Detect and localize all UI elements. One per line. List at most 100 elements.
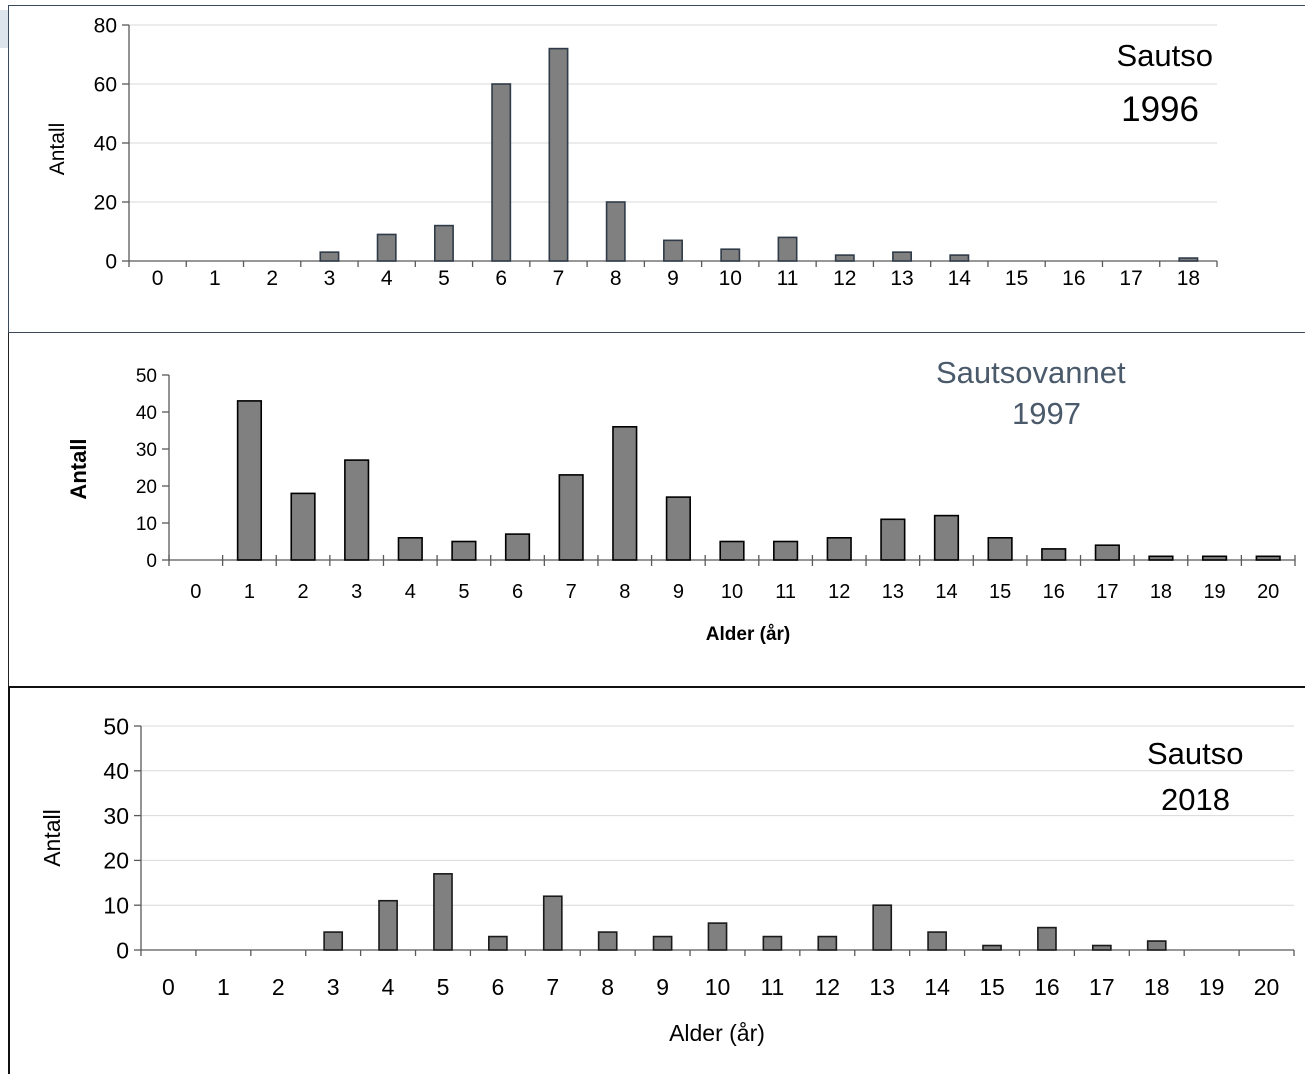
bar-12 [834,254,855,262]
y-tick-label: 0 [105,251,117,274]
bar-6 [491,83,512,262]
x-tick-label: 2 [266,267,278,290]
x-tick-label: 5 [437,974,450,1000]
x-tick-label: 1 [209,267,221,290]
chart-panel-1996: 0 20 40 60 80 0 1 2 3 4 5 6 7 8 9 10 11 12 13 14 15 16 17 18 Ant… [8,5,1305,333]
y-tick-label: 30 [103,803,129,829]
bar-16 [1037,926,1057,951]
x-tick-label: 17 [1089,974,1115,1000]
x-tick-label: 8 [619,581,630,603]
x-tick-label: 6 [491,974,504,1000]
bar-12 [817,935,838,951]
bar-8 [597,931,618,951]
x-tick-label: 15 [1005,267,1028,290]
y-tick-label: 40 [103,758,129,784]
x-tick-label: 4 [381,267,393,290]
bar-17 [1091,944,1112,951]
chart-title-1997: Sautsovannet [936,355,1126,390]
bar-10 [707,922,728,951]
bar-10 [719,540,745,561]
x-tick-label: 12 [833,267,856,290]
chart-title-2018: Sautso [1147,736,1244,771]
bar-7 [558,474,584,561]
bar-4 [376,233,397,262]
bar-5 [433,873,453,951]
bar-15 [982,944,1002,951]
bar-1 [236,400,263,561]
x-tick-label: 2 [297,581,308,603]
bar-9 [665,496,691,561]
bar-19 [1201,555,1228,561]
bar-9 [652,935,673,951]
bar-20 [1255,555,1281,561]
x-tick-label: 12 [828,581,850,603]
y-axis-label: Antall [46,123,69,176]
x-tick-label: 6 [512,581,523,603]
y-tick-label: 40 [136,403,157,424]
bar-11 [773,540,799,561]
x-tick-label: 9 [656,974,669,1000]
bar-11 [762,935,783,951]
x-axis-label: Alder (år) [669,1020,765,1046]
panel-edge-marker [0,10,8,48]
x-tick-label: 2 [272,974,285,1000]
x-tick-label: 10 [721,581,743,603]
x-tick-label: 0 [190,581,201,603]
bar-18 [1148,555,1174,561]
chart-panel-1997: 0 10 20 30 40 50 0 1 2 3 4 5 6 7 8 9 10 11 12 13 14 15 16 17 18 1… [8,333,1305,686]
bar-4 [378,899,398,951]
x-tick-label: 11 [777,267,799,290]
bar-8 [612,426,638,561]
x-tick-label: 4 [382,974,395,1000]
bar-13 [872,904,893,951]
x-tick-label: 15 [979,974,1005,1000]
x-tick-label: 5 [458,581,469,603]
bar-13 [880,518,906,561]
x-tick-label: 19 [1199,974,1225,1000]
x-tick-label: 14 [935,581,957,603]
bar-18 [1178,257,1199,262]
y-tick-label: 10 [103,892,129,918]
bar-14 [927,931,947,951]
x-tick-label: 18 [1177,267,1200,290]
y-tick-label: 20 [103,848,129,874]
x-tick-label: 9 [667,267,679,290]
bar-10 [720,248,741,262]
chart-panel-2018: 0 10 20 30 40 50 0 1 2 3 4 5 6 7 8 9 10 11 12 13 14 15 16 17 18 1… [8,686,1305,1074]
bar-3 [319,251,340,262]
bar-14 [933,514,960,561]
bar-13 [892,251,913,262]
bar-3 [323,931,344,951]
x-tick-label: 14 [948,267,972,290]
bar-15 [987,537,1013,561]
y-tick-label: 40 [94,133,117,156]
x-tick-label: 0 [162,974,175,1000]
x-tick-label: 19 [1203,581,1225,603]
x-tick-label: 17 [1119,267,1142,290]
x-tick-label: 12 [815,974,841,1000]
y-tick-label: 50 [103,713,129,739]
bar-8 [605,201,626,262]
chart-title-1996: Sautso [1116,38,1213,73]
x-tick-label: 1 [217,974,230,1000]
x-tick-label: 4 [405,581,416,603]
y-axis-label: Antall [66,438,91,499]
bar-17 [1094,544,1120,561]
x-tick-label: 1 [244,581,255,603]
bar-6 [488,935,508,951]
x-tick-label: 20 [1257,581,1279,603]
x-tick-label: 18 [1150,581,1172,603]
bar-4 [397,537,423,561]
y-tick-label: 20 [94,192,117,215]
x-tick-label: 15 [989,581,1011,603]
bar-18 [1146,940,1167,951]
bar-14 [949,254,970,262]
x-tick-label: 10 [719,267,742,290]
x-tick-label: 5 [438,267,450,290]
y-tick-label: 10 [136,514,157,535]
y-tick-label: 20 [136,477,157,498]
x-tick-label: 16 [1043,581,1065,603]
